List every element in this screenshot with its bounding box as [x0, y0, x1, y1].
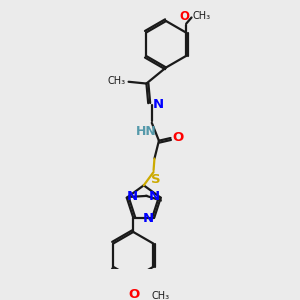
Text: S: S [152, 173, 161, 186]
Text: HN: HN [136, 124, 157, 138]
Text: CH₃: CH₃ [108, 76, 126, 86]
Text: N: N [127, 190, 138, 203]
Text: N: N [142, 212, 154, 225]
Text: N: N [149, 190, 160, 203]
Text: O: O [179, 10, 189, 23]
Text: CH₃: CH₃ [192, 11, 211, 21]
Text: O: O [172, 130, 184, 144]
Text: O: O [128, 288, 140, 300]
Text: CH₃: CH₃ [151, 291, 169, 300]
Text: N: N [153, 98, 164, 111]
